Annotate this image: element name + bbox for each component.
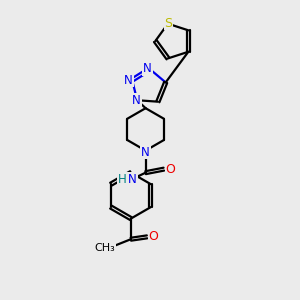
Text: O: O [165, 163, 175, 176]
Text: N: N [143, 62, 152, 75]
Text: S: S [164, 16, 172, 30]
Text: N: N [128, 173, 137, 186]
Text: CH₃: CH₃ [95, 243, 116, 253]
Text: N: N [132, 94, 141, 107]
Text: N: N [124, 74, 133, 87]
Text: O: O [148, 230, 158, 243]
Text: N: N [141, 146, 150, 159]
Text: H: H [118, 173, 126, 186]
